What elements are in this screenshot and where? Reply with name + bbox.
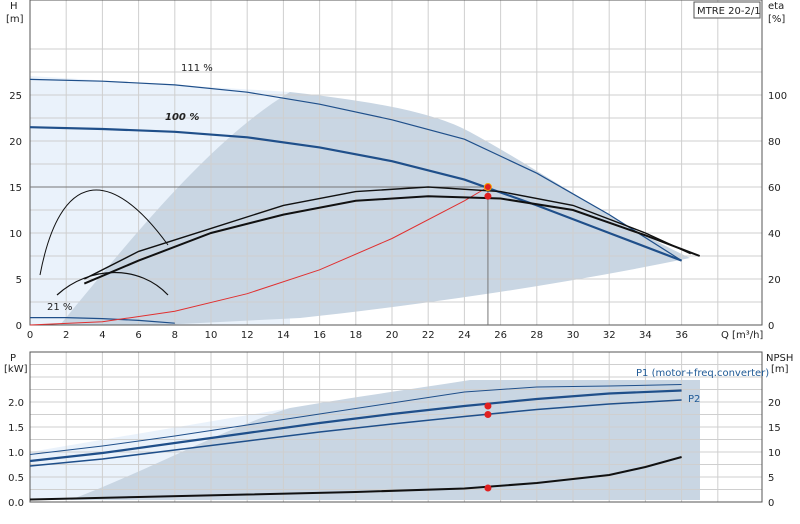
x-tick-label: 18 xyxy=(349,330,362,341)
x-tick-label: 8 xyxy=(172,330,178,341)
x-axis-unit: Q [m³/h] xyxy=(721,330,763,341)
x-tick-label: 4 xyxy=(99,330,105,341)
bottom-y-left-label: P xyxy=(10,353,16,364)
x-tick-label: 34 xyxy=(639,330,652,341)
npsh-tick-label: 10 xyxy=(768,448,781,459)
y-right-tick-label: 100 xyxy=(768,91,787,102)
x-tick-label: 26 xyxy=(494,330,507,341)
operating-range-shade xyxy=(60,92,690,325)
annotation-100: 100 % xyxy=(165,112,199,123)
npsh-tick-label: 0 xyxy=(768,498,774,509)
curve-100-percent xyxy=(29,126,682,262)
top-y-right-unit: [%] xyxy=(768,14,785,25)
duty-point-efficiency xyxy=(484,192,492,200)
curve-p1 xyxy=(29,389,682,463)
y-right-tick-label: 80 xyxy=(768,137,781,148)
curve-111-percent xyxy=(29,78,682,262)
x-tick-label: 22 xyxy=(422,330,435,341)
x-tick-label: 32 xyxy=(603,330,616,341)
y-left-tick-label: 10 xyxy=(9,229,22,240)
x-tick-label: 30 xyxy=(567,330,580,341)
series-label-p1: P1 (motor+freq.converter) xyxy=(636,368,769,379)
bottom-y-left-unit: [kW] xyxy=(4,364,28,375)
series-label-p2: P2 xyxy=(688,394,700,405)
top-y-right-label: eta xyxy=(768,1,784,12)
curve-npsh xyxy=(29,456,682,501)
x-tick-label: 0 xyxy=(27,330,33,341)
y-right-tick-label: 20 xyxy=(768,275,781,286)
curve-p2 xyxy=(29,399,682,467)
x-tick-label: 20 xyxy=(386,330,399,341)
efficiency-curve-1 xyxy=(83,186,691,280)
annotation-111: 111 % xyxy=(181,63,213,74)
npsh-tick-label: 5 xyxy=(768,473,774,484)
p-tick-label: 2.0 xyxy=(8,398,24,409)
curve-p-max xyxy=(29,384,682,455)
x-tick-label: 36 xyxy=(675,330,688,341)
bottom-y-right-unit: [m] xyxy=(771,364,789,375)
bottom-y-right-label: NPSH xyxy=(766,353,793,364)
p-tick-label: 1.5 xyxy=(8,423,24,434)
p-tick-label: 0.0 xyxy=(8,498,24,509)
y-left-tick-label: 5 xyxy=(16,275,22,286)
x-tick-label: 28 xyxy=(530,330,543,341)
y-right-tick-label: 60 xyxy=(768,183,781,194)
npsh-tick-label: 20 xyxy=(768,398,781,409)
curve-21-percent xyxy=(30,317,175,324)
y-left-tick-label: 25 xyxy=(9,91,22,102)
duty-point-power xyxy=(484,484,492,492)
top-y-left-unit: [m] xyxy=(6,14,24,25)
y-left-tick-label: 0 xyxy=(16,321,22,332)
annotation-21: 21 % xyxy=(47,302,72,313)
p-tick-label: 1.0 xyxy=(8,448,24,459)
y-right-tick-label: 0 xyxy=(768,321,774,332)
x-tick-label: 12 xyxy=(241,330,254,341)
npsh-tick-label: 15 xyxy=(768,423,781,434)
top-chart: 0 2 4 6 8 10 12 14 16 18 20 22 24 26 28 30 32 34 360510152… xyxy=(9,0,787,341)
duty-point-head xyxy=(483,183,492,191)
top-y-left-label: H xyxy=(10,1,18,12)
system-curve xyxy=(29,186,489,326)
x-tick-label: 24 xyxy=(458,330,471,341)
efficiency-curve-low-2 xyxy=(56,271,169,296)
duty-point-power xyxy=(484,411,492,418)
x-tick-label: 16 xyxy=(313,330,326,341)
x-tick-label: 14 xyxy=(277,330,290,341)
y-right-tick-label: 40 xyxy=(768,229,781,240)
efficiency-curve-low-1 xyxy=(39,189,169,276)
duty-point-power xyxy=(484,402,492,410)
efficiency-curve-2 xyxy=(83,195,701,285)
x-tick-label: 10 xyxy=(205,330,218,341)
x-tick-label: 2 xyxy=(63,330,69,341)
x-tick-label: 6 xyxy=(135,330,141,341)
pump-model-label: MTRE 20-2/1 xyxy=(697,6,761,17)
bottom-chart: 0.0 0.5 1.0 1.5 2.0 0 5 10 15 20 xyxy=(8,351,781,509)
p-tick-label: 0.5 xyxy=(8,473,24,484)
y-left-tick-label: 15 xyxy=(9,183,22,194)
y-left-tick-label: 20 xyxy=(9,137,22,148)
